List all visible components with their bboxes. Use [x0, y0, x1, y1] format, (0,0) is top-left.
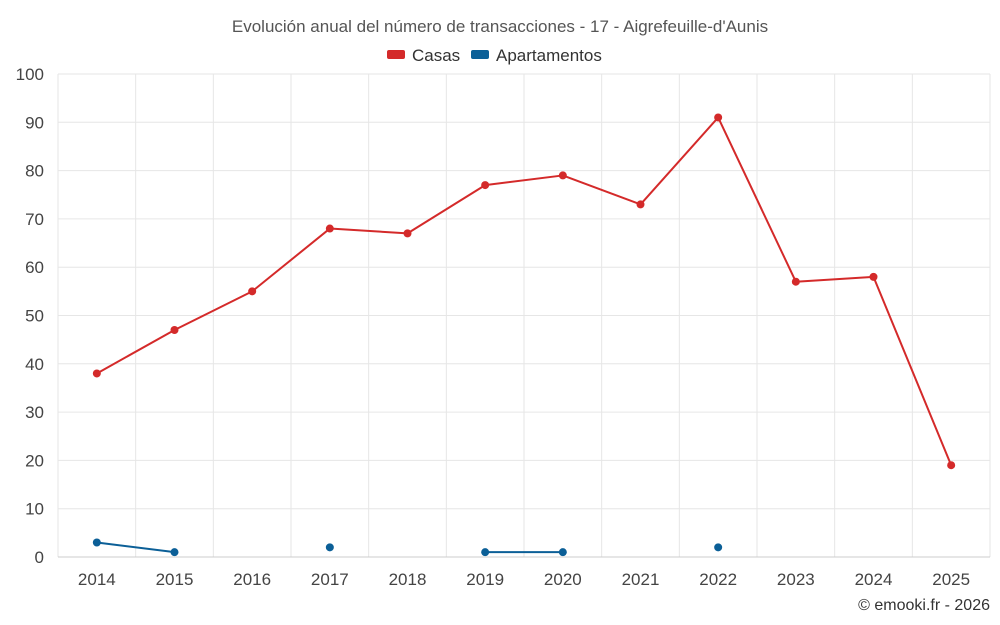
data-point-apartamentos[interactable] [92, 538, 101, 547]
legend: Casas Apartamentos [387, 46, 602, 65]
x-tick-label: 2019 [466, 570, 504, 589]
x-tick-label: 2017 [311, 570, 349, 589]
x-tick-label: 2018 [389, 570, 427, 589]
chart-title: Evolución anual del número de transaccio… [232, 17, 768, 36]
x-tick-label: 2021 [622, 570, 660, 589]
x-tick-label: 2020 [544, 570, 582, 589]
data-point-casas[interactable] [170, 325, 179, 334]
legend-swatch-casas [387, 50, 405, 59]
data-point-casas[interactable] [869, 272, 878, 281]
y-tick-label: 50 [25, 307, 44, 326]
grid [57, 73, 991, 558]
data-point-casas[interactable] [325, 224, 334, 233]
data-point-apartamentos[interactable] [714, 543, 723, 552]
y-tick-label: 90 [25, 113, 44, 132]
legend-item-apartamentos[interactable]: Apartamentos [471, 46, 602, 65]
y-tick-label: 40 [25, 355, 44, 374]
data-point-apartamentos[interactable] [325, 543, 334, 552]
data-point-apartamentos[interactable] [170, 548, 179, 557]
credit-text: © emooki.fr - 2026 [858, 597, 990, 614]
series-line-casas [96, 116, 953, 466]
y-tick-label: 20 [25, 451, 44, 470]
y-tick-label: 60 [25, 258, 44, 277]
legend-swatch-apartamentos [471, 50, 489, 59]
series-line-apartamentos [96, 541, 175, 554]
x-tick-label: 2016 [233, 570, 271, 589]
x-tick-label: 2022 [699, 570, 737, 589]
x-tick-label: 2014 [78, 570, 116, 589]
data-point-casas[interactable] [92, 369, 101, 378]
data-point-casas[interactable] [248, 287, 257, 296]
y-tick-label: 0 [35, 548, 44, 567]
data-point-apartamentos[interactable] [481, 548, 490, 557]
data-point-casas[interactable] [714, 113, 723, 122]
data-point-apartamentos[interactable] [558, 548, 567, 557]
y-tick-label: 70 [25, 210, 44, 229]
x-tick-label: 2025 [932, 570, 970, 589]
series-lines [96, 116, 953, 554]
data-point-casas[interactable] [636, 200, 645, 209]
data-point-casas[interactable] [558, 171, 567, 180]
legend-item-casas[interactable]: Casas [387, 46, 460, 65]
x-tick-label: 2023 [777, 570, 815, 589]
y-tick-label: 10 [25, 500, 44, 519]
data-point-casas[interactable] [947, 461, 956, 470]
x-tick-label: 2024 [855, 570, 893, 589]
series-points [92, 113, 956, 557]
data-point-casas[interactable] [791, 277, 800, 286]
y-tick-label: 100 [16, 65, 44, 84]
legend-label-apartamentos: Apartamentos [496, 46, 602, 65]
data-point-casas[interactable] [403, 229, 412, 238]
x-tick-label: 2015 [156, 570, 194, 589]
y-axis-ticks: 0 10 20 30 40 50 60 70 80 90 100 [16, 65, 44, 567]
data-point-casas[interactable] [481, 181, 490, 190]
y-tick-label: 80 [25, 162, 44, 181]
legend-label-casas: Casas [412, 46, 460, 65]
x-axis-ticks: 2014 2015 2016 2017 2018 2019 2020 2021 2022 2023… [78, 570, 970, 589]
y-tick-label: 30 [25, 403, 44, 422]
